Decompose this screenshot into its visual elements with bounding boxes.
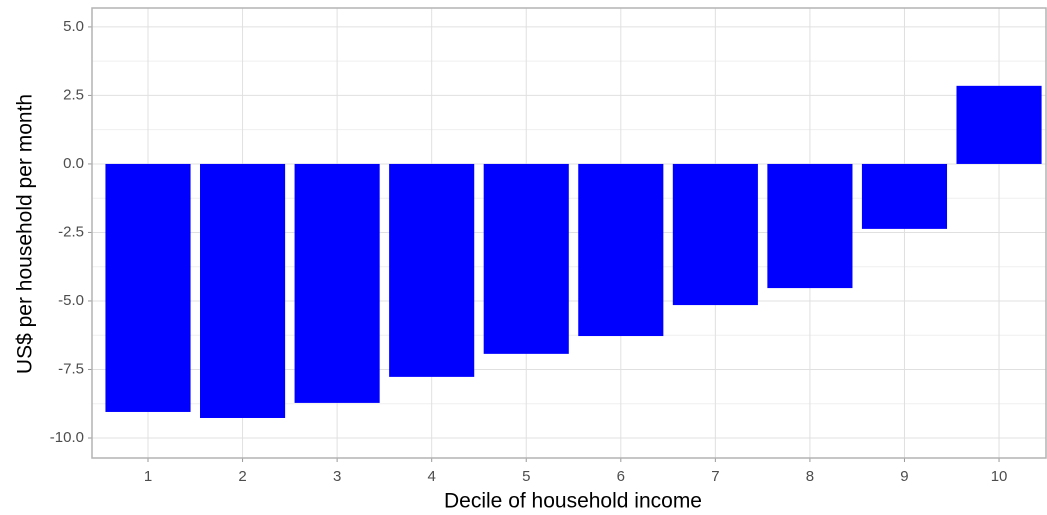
bar bbox=[200, 163, 286, 418]
x-tick-label: 3 bbox=[333, 468, 341, 485]
y-tick-label: -10.0 bbox=[50, 429, 84, 446]
x-tick-label: 5 bbox=[522, 468, 530, 485]
bar bbox=[105, 163, 191, 412]
y-axis-title: US$ per household per month bbox=[14, 94, 37, 374]
panel-border bbox=[91, 7, 1047, 459]
x-tick-label: 2 bbox=[238, 468, 246, 485]
y-tick-label: 0.0 bbox=[63, 155, 84, 172]
y-tick-label: -7.5 bbox=[58, 360, 84, 377]
y-tick-label: 2.5 bbox=[63, 86, 84, 103]
x-tick-label: 6 bbox=[617, 468, 625, 485]
bar bbox=[672, 163, 758, 306]
bar bbox=[956, 85, 1042, 164]
y-tick-label: 5.0 bbox=[63, 18, 84, 35]
x-tick-label: 9 bbox=[900, 468, 908, 485]
bar bbox=[483, 163, 569, 354]
y-tick-label: -2.5 bbox=[58, 223, 84, 240]
bar bbox=[294, 163, 380, 403]
bar bbox=[767, 163, 853, 289]
y-tick-label: -5.0 bbox=[58, 292, 84, 309]
x-tick-label: 1 bbox=[144, 468, 152, 485]
x-tick-label: 7 bbox=[711, 468, 719, 485]
bar bbox=[389, 163, 475, 377]
x-tick-label: 4 bbox=[428, 468, 436, 485]
x-tick-label: 10 bbox=[991, 468, 1008, 485]
x-tick-label: 8 bbox=[806, 468, 814, 485]
bar bbox=[578, 163, 664, 337]
bar bbox=[861, 163, 948, 229]
x-axis-title: Decile of household income bbox=[444, 490, 702, 513]
